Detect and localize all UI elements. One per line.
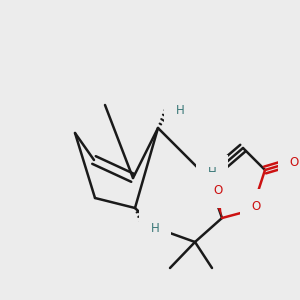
Text: O: O bbox=[213, 184, 223, 196]
Text: H: H bbox=[176, 103, 184, 116]
Text: H: H bbox=[151, 221, 159, 235]
Text: H: H bbox=[208, 167, 216, 179]
Text: O: O bbox=[251, 200, 261, 214]
Polygon shape bbox=[209, 185, 222, 218]
Text: O: O bbox=[290, 155, 298, 169]
